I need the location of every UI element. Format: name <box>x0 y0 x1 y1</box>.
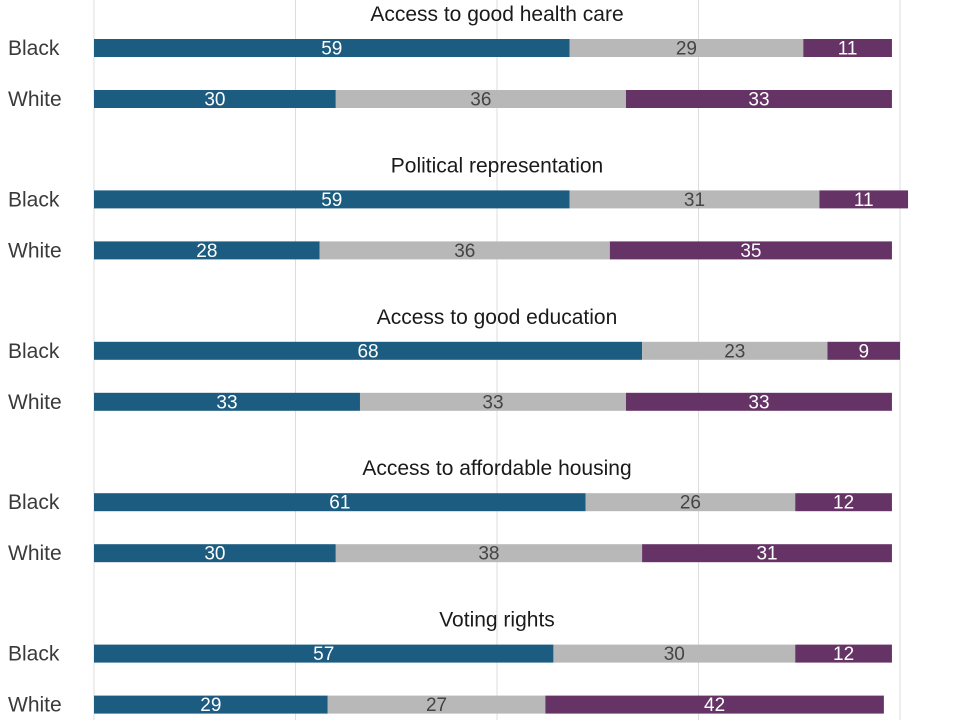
data-label: 31 <box>684 190 705 211</box>
row-label: White <box>8 694 62 717</box>
bar-segment <box>803 39 892 57</box>
bar-segment <box>335 544 643 563</box>
data-label: 36 <box>454 241 475 262</box>
bar-segment <box>795 644 892 663</box>
bar-segment <box>569 39 804 57</box>
row-label: White <box>8 88 62 111</box>
data-label: 11 <box>838 39 858 60</box>
bar-segment <box>94 695 328 714</box>
bar-segment <box>94 392 360 411</box>
data-label: 30 <box>664 644 685 665</box>
row-label: White <box>8 239 62 262</box>
data-label: 12 <box>833 644 854 665</box>
data-label: 30 <box>204 544 225 565</box>
bar-segment <box>94 241 320 260</box>
labels: Access to good health care Black 59 29 11 Whi… <box>8 3 874 717</box>
data-label: 42 <box>704 695 725 716</box>
data-label: 61 <box>329 493 350 514</box>
bar-segment <box>819 190 909 209</box>
data-label: 29 <box>200 695 221 716</box>
row-label: Black <box>8 37 60 60</box>
data-label: 68 <box>357 341 378 362</box>
bar-segment <box>94 644 554 663</box>
data-label: 38 <box>478 544 499 565</box>
bars <box>94 39 909 714</box>
bar-segment <box>94 39 570 57</box>
group-title: Access to good education <box>377 306 618 329</box>
bar-segment <box>359 392 626 411</box>
data-label: 30 <box>204 90 225 111</box>
data-label: 27 <box>426 695 447 716</box>
data-label: 33 <box>216 392 237 413</box>
group-title: Voting rights <box>439 609 555 632</box>
data-label: 9 <box>858 341 869 362</box>
data-label: 31 <box>756 544 777 565</box>
bar-segment <box>94 190 570 209</box>
bar-segment <box>553 644 796 663</box>
bar-segment <box>827 341 900 360</box>
data-label: 23 <box>724 341 745 362</box>
row-label: White <box>8 542 62 565</box>
row-label: White <box>8 391 62 414</box>
bar-segment <box>94 544 336 563</box>
data-label: 28 <box>196 241 217 262</box>
bar-segment <box>795 493 892 512</box>
bar-segment <box>327 695 546 714</box>
bar-segment <box>642 341 828 360</box>
bar-segment <box>585 493 796 512</box>
row-label: Black <box>8 188 60 211</box>
data-label: 11 <box>854 190 874 211</box>
bar-segment <box>569 190 820 209</box>
row-label: Black <box>8 340 60 363</box>
data-label: 33 <box>482 392 503 413</box>
data-label: 57 <box>313 644 334 665</box>
group-title: Access to affordable housing <box>362 457 631 480</box>
bar-segment <box>335 90 626 108</box>
data-label: 35 <box>740 241 761 262</box>
data-label: 26 <box>680 493 701 514</box>
group-title: Political representation <box>391 154 603 177</box>
bar-segment <box>94 90 336 108</box>
bar-segment <box>625 90 892 108</box>
bar-segment <box>545 695 884 714</box>
bar-segment <box>609 241 892 260</box>
data-label: 33 <box>748 392 769 413</box>
bar-segment <box>94 493 586 512</box>
data-label: 33 <box>748 90 769 111</box>
data-label: 12 <box>833 493 854 514</box>
group-title: Access to good health care <box>370 3 623 26</box>
bar-segment <box>94 341 643 360</box>
data-label: 29 <box>676 39 697 60</box>
data-label: 59 <box>321 190 342 211</box>
gridlines <box>93 0 901 720</box>
bar-segment <box>319 241 610 260</box>
row-label: Black <box>8 491 60 514</box>
data-label: 36 <box>470 90 491 111</box>
row-label: Black <box>8 643 60 666</box>
bar-segment <box>642 544 892 563</box>
data-label: 59 <box>321 39 342 60</box>
bar-segment <box>625 392 892 411</box>
